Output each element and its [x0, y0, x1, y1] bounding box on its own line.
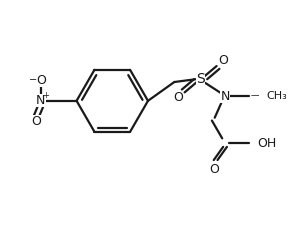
- Text: O: O: [218, 54, 228, 67]
- Text: O: O: [173, 91, 183, 104]
- Text: O: O: [209, 163, 219, 176]
- Text: O: O: [36, 74, 46, 87]
- Text: CH₃: CH₃: [266, 91, 287, 101]
- Text: O: O: [31, 115, 41, 128]
- Text: —: —: [251, 92, 259, 101]
- Text: −: −: [29, 75, 37, 85]
- Text: S: S: [196, 72, 205, 86]
- Text: N: N: [220, 90, 230, 103]
- Text: N: N: [36, 94, 46, 107]
- Text: +: +: [42, 91, 49, 100]
- Text: OH: OH: [257, 137, 276, 150]
